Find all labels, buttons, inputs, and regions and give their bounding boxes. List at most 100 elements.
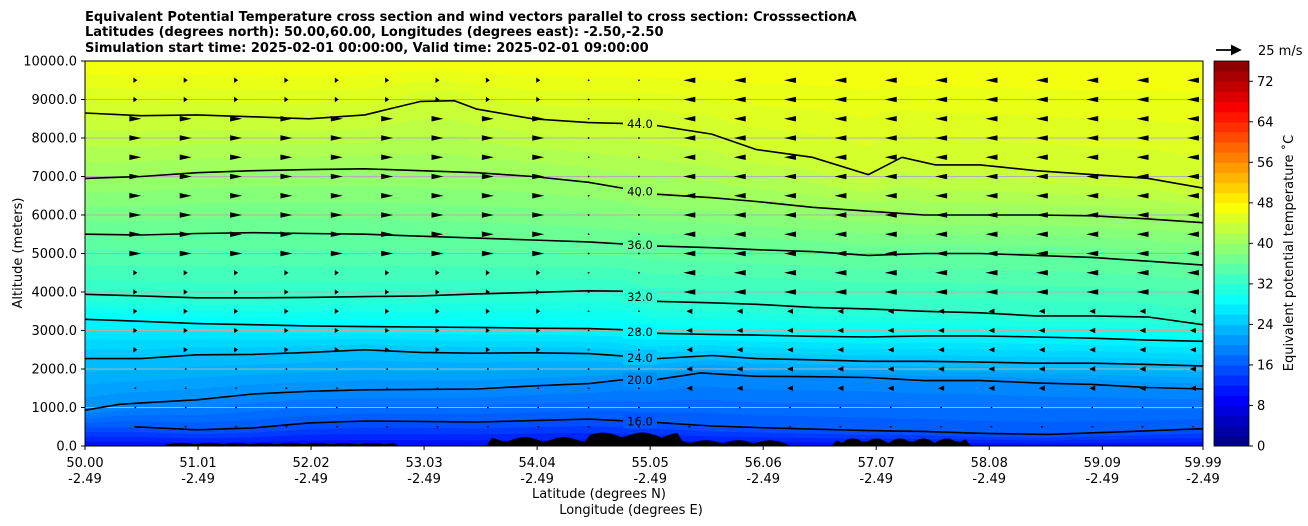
- field-cell: [380, 433, 389, 441]
- field-cell: [723, 236, 733, 249]
- field-cell: [795, 328, 805, 337]
- field-cell: [85, 409, 94, 415]
- field-cell: [547, 420, 557, 427]
- field-cell: [939, 138, 948, 166]
- field-cell: [316, 304, 325, 313]
- field-cell: [779, 166, 789, 180]
- field-cell: [643, 316, 653, 326]
- field-cell: [699, 61, 709, 80]
- field-cell: [260, 401, 269, 411]
- field-cell: [595, 242, 605, 256]
- field-cell: [116, 177, 126, 192]
- field-cell: [963, 297, 972, 313]
- field-cell: [148, 205, 158, 221]
- field-cell: [1035, 235, 1044, 246]
- field-cell: [1122, 397, 1132, 410]
- field-cell: [268, 346, 277, 355]
- field-cell: [1027, 315, 1036, 322]
- field-cell: [691, 234, 701, 248]
- field-cell: [1178, 292, 1188, 308]
- field-cell: [140, 74, 150, 89]
- field-cell: [659, 333, 669, 341]
- field-cell: [260, 383, 269, 394]
- field-cell: [683, 424, 693, 431]
- field-cell: [763, 106, 773, 129]
- field-cell: [348, 304, 357, 313]
- field-cell: [292, 423, 301, 430]
- field-cell: [268, 325, 277, 333]
- field-cell: [963, 406, 972, 421]
- field-cell: [923, 215, 932, 226]
- field-cell: [1106, 227, 1116, 239]
- field-cell: [132, 349, 142, 360]
- field-cell: [172, 281, 182, 298]
- field-cell: [603, 291, 613, 302]
- field-cell: [563, 393, 573, 403]
- field-cell: [1130, 274, 1140, 289]
- field-cell: [420, 427, 429, 435]
- field-cell: [627, 368, 637, 375]
- field-cell: [388, 123, 397, 140]
- field-cell: [859, 430, 868, 435]
- field-cell: [499, 353, 509, 363]
- field-cell: [531, 240, 541, 254]
- field-cell: [228, 202, 238, 218]
- field-cell: [212, 143, 222, 159]
- field-cell: [731, 236, 741, 250]
- field-cell: [300, 318, 309, 327]
- field-cell: [963, 61, 972, 88]
- field-cell: [851, 329, 860, 338]
- field-cell: [428, 380, 437, 390]
- field-cell: [132, 441, 142, 446]
- field-cell: [955, 435, 964, 440]
- field-cell: [1027, 88, 1036, 117]
- field-cell: [1178, 278, 1188, 294]
- field-cell: [747, 61, 757, 84]
- field-cell: [1154, 240, 1164, 252]
- field-cell: [1154, 90, 1164, 122]
- field-cell: [955, 234, 964, 245]
- field-cell: [779, 178, 789, 192]
- field-cell: [531, 301, 541, 311]
- field-cell: [979, 202, 988, 216]
- field-cell: [811, 416, 820, 430]
- field-cell: [803, 206, 812, 219]
- field-cell: [947, 335, 956, 343]
- field-cell: [188, 143, 198, 159]
- field-cell: [555, 210, 565, 226]
- field-cell: [388, 235, 397, 251]
- field-cell: [643, 273, 653, 288]
- field-cell: [571, 241, 581, 255]
- field-cell: [452, 439, 461, 446]
- field-cell: [1035, 300, 1044, 317]
- field-cell: [835, 198, 844, 210]
- field-cell: [308, 399, 317, 408]
- field-cell: [811, 229, 820, 242]
- field-cell: [811, 218, 820, 231]
- field-cell: [531, 266, 541, 280]
- field-cell: [1035, 204, 1044, 216]
- field-cell: [739, 388, 749, 402]
- field-cell: [611, 243, 621, 256]
- field-cell: [292, 362, 301, 373]
- field-cell: [476, 238, 485, 253]
- field-cell: [244, 61, 253, 76]
- field-cell: [196, 377, 206, 389]
- field-cell: [923, 380, 932, 394]
- field-cell: [579, 122, 589, 138]
- field-cell: [579, 181, 589, 198]
- field-cell: [1106, 408, 1116, 421]
- field-cell: [404, 405, 413, 414]
- field-cell: [651, 273, 661, 288]
- field-cell: [116, 320, 126, 331]
- field-cell: [356, 168, 365, 186]
- field-cell: [1122, 442, 1132, 446]
- field-cell: [116, 441, 126, 446]
- field-cell: [85, 264, 94, 280]
- field-cell: [731, 248, 741, 263]
- field-cell: [923, 406, 932, 420]
- field-cell: [156, 330, 166, 341]
- field-cell: [156, 234, 166, 251]
- field-cell: [523, 132, 533, 148]
- field-cell: [683, 274, 693, 289]
